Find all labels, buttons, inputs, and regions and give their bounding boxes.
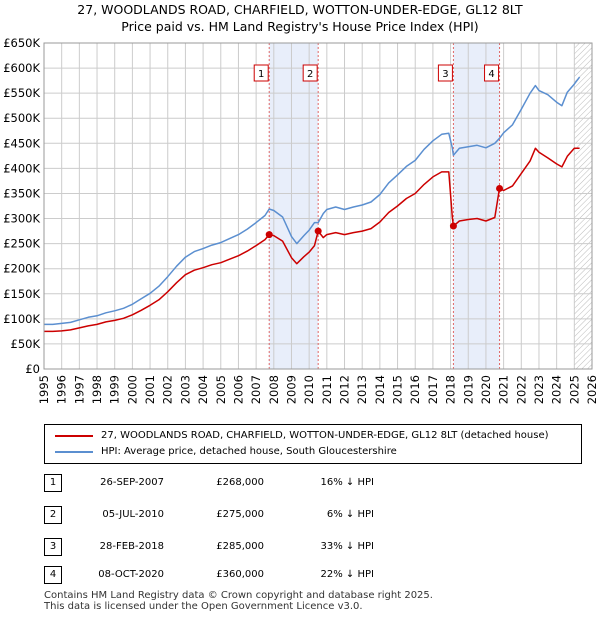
x-tick-label: 2018 xyxy=(444,375,458,404)
y-tick-label: £500K xyxy=(3,111,40,125)
footer-licence: This data is licensed under the Open Gov… xyxy=(44,601,363,612)
sale-label-box xyxy=(302,64,318,82)
sale-number-badge: 3 xyxy=(44,538,62,556)
sale-price: £275,000 xyxy=(216,509,264,520)
sale-label-text: 3 xyxy=(442,69,448,80)
x-tick-label: 2019 xyxy=(461,375,475,404)
sale-label-box xyxy=(437,64,453,82)
shaded-period xyxy=(453,43,500,369)
forecast-region xyxy=(574,43,592,369)
x-tick-label: 2006 xyxy=(231,375,245,404)
x-tick-label: 2022 xyxy=(514,375,528,404)
x-tick-label: 2013 xyxy=(355,375,369,404)
sale-date: 08-OCT-2020 xyxy=(98,569,164,580)
x-tick-label: 2000 xyxy=(125,375,139,404)
x-tick-label: 2007 xyxy=(249,375,263,404)
x-tick-label: 2017 xyxy=(426,375,440,404)
y-tick-label: £650K xyxy=(3,36,40,50)
sale-hpi-diff: 16% ↓ HPI xyxy=(320,477,374,488)
sale-label-text: 4 xyxy=(488,69,494,80)
x-tick-label: 2020 xyxy=(479,375,493,404)
sale-label-text: 2 xyxy=(307,69,313,80)
sale-point xyxy=(265,231,273,239)
x-tick-label: 2003 xyxy=(178,375,192,404)
chart-subtitle: Price paid vs. HM Land Registry's House … xyxy=(121,19,479,34)
y-tick-label: £600K xyxy=(3,61,40,75)
y-tick-label: £100K xyxy=(3,312,40,326)
sale-number-badge: 2 xyxy=(44,506,62,524)
sale-row: 1 26-SEP-2007 £268,000 16% ↓ HPI xyxy=(44,473,584,493)
x-tick-label: 2004 xyxy=(196,375,210,404)
x-tick-label: 2026 xyxy=(585,375,599,404)
legend-label-property: 27, WOODLANDS ROAD, CHARFIELD, WOTTON-UN… xyxy=(101,430,549,441)
sale-point xyxy=(449,222,457,230)
sale-point xyxy=(496,184,504,192)
y-tick-label: £550K xyxy=(3,86,40,100)
legend-swatch-property xyxy=(55,435,93,437)
x-tick-label: 2023 xyxy=(532,375,546,404)
sale-date: 28-FEB-2018 xyxy=(99,541,164,552)
legend-swatch-hpi xyxy=(55,451,93,453)
x-tick-label: 2014 xyxy=(373,375,387,404)
y-tick-label: £450K xyxy=(3,136,40,150)
x-tick-label: 2009 xyxy=(284,375,298,404)
chart-legend: 27, WOODLANDS ROAD, CHARFIELD, WOTTON-UN… xyxy=(44,424,582,464)
y-tick-label: £400K xyxy=(3,161,40,175)
sale-number-badge: 1 xyxy=(44,474,62,492)
y-tick-label: £350K xyxy=(3,186,40,200)
x-tick-label: 2010 xyxy=(302,375,316,404)
hpi-series-line xyxy=(44,76,581,326)
price-chart: £0 £50K £100K £150K £200K £250K £300K £350K £400… xyxy=(3,36,599,404)
y-tick-label: £50K xyxy=(11,337,41,351)
x-tick-label: 2001 xyxy=(143,375,157,404)
y-tick-label: £200K xyxy=(3,262,40,276)
x-tick-label: 2024 xyxy=(550,375,564,404)
x-tick-label: 2025 xyxy=(567,375,581,404)
x-tick-label: 2016 xyxy=(408,375,422,404)
sale-hpi-diff: 22% ↓ HPI xyxy=(320,569,374,580)
x-tick-label: 1995 xyxy=(37,375,51,404)
shaded-period xyxy=(269,43,319,369)
sale-date: 05-JUL-2010 xyxy=(102,509,164,520)
x-tick-label: 1999 xyxy=(108,375,122,404)
sale-hpi-diff: 33% ↓ HPI xyxy=(320,541,374,552)
sale-row: 2 05-JUL-2010 £275,000 6% ↓ HPI xyxy=(44,505,584,525)
sale-row: 3 28-FEB-2018 £285,000 33% ↓ HPI xyxy=(44,537,584,557)
sale-hpi-diff: 6% ↓ HPI xyxy=(326,509,374,520)
x-tick-label: 2011 xyxy=(320,375,334,404)
sale-label-text: 1 xyxy=(258,69,264,80)
footer-copyright: Contains HM Land Registry data © Crown c… xyxy=(44,590,433,601)
sale-price: £360,000 xyxy=(216,569,264,580)
x-tick-label: 2015 xyxy=(391,375,405,404)
sale-label-box xyxy=(253,64,269,82)
sale-label-box xyxy=(484,64,500,82)
sale-date: 26-SEP-2007 xyxy=(100,477,164,488)
y-tick-label: £300K xyxy=(3,212,40,226)
legend-label-hpi: HPI: Average price, detached house, Sout… xyxy=(101,446,397,457)
y-tick-label: £0 xyxy=(25,362,40,376)
x-tick-label: 1997 xyxy=(72,375,86,404)
sale-number-badge: 4 xyxy=(44,566,62,584)
plot-frame xyxy=(43,42,593,370)
sale-row: 4 08-OCT-2020 £360,000 22% ↓ HPI xyxy=(44,565,584,585)
x-tick-label: 2005 xyxy=(214,375,228,404)
x-tick-label: 2008 xyxy=(267,375,281,404)
x-tick-label: 2021 xyxy=(497,375,511,404)
x-tick-label: 2012 xyxy=(338,375,352,404)
x-tick-label: 1996 xyxy=(55,375,69,404)
sale-point xyxy=(314,227,322,235)
sale-price: £285,000 xyxy=(216,541,264,552)
sale-price: £268,000 xyxy=(216,477,264,488)
chart-title: 27, WOODLANDS ROAD, CHARFIELD, WOTTON-UN… xyxy=(77,2,523,17)
x-tick-label: 2002 xyxy=(161,375,175,404)
y-tick-label: £150K xyxy=(3,287,40,301)
y-tick-label: £250K xyxy=(3,237,40,251)
x-tick-label: 1998 xyxy=(90,375,104,404)
